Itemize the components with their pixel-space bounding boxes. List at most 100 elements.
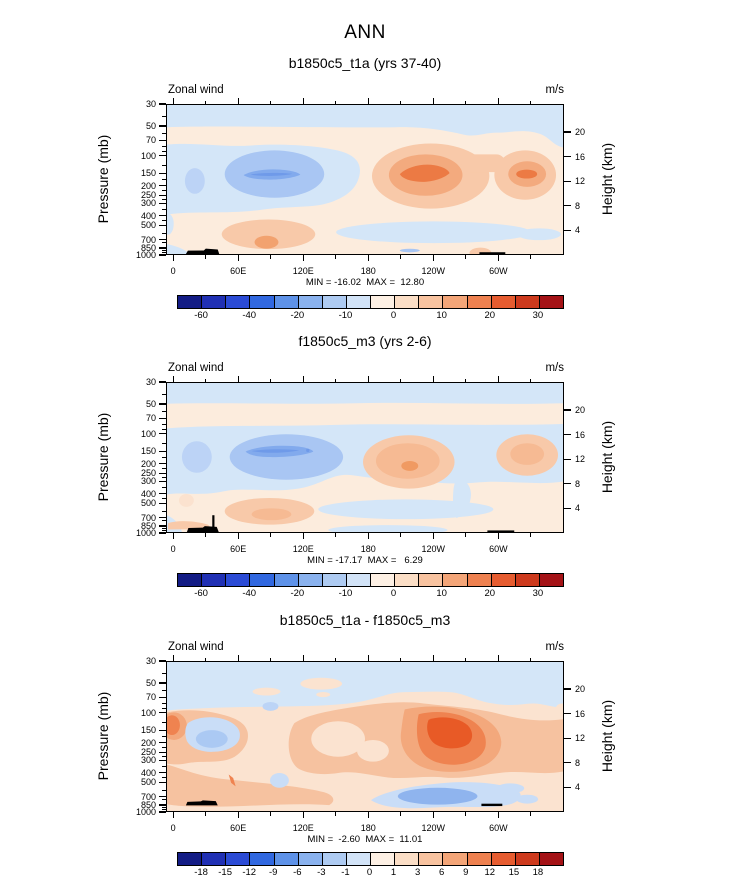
colorbar-box: [538, 853, 563, 865]
lon-tick: [432, 255, 434, 261]
pressure-tick: [159, 804, 166, 806]
lon-tick-label: 180: [360, 544, 376, 554]
colorbar-label: 10: [436, 588, 447, 599]
pressure-tick-label: 70: [145, 692, 156, 703]
pressure-tick: [159, 381, 166, 383]
colorbar-box: [249, 853, 274, 865]
topography: [212, 515, 215, 529]
colorbar-box: [225, 296, 250, 308]
colorbar-box: [490, 296, 515, 308]
pressure-minor-tick: [162, 721, 166, 723]
pressure-tick: [159, 742, 166, 744]
colorbar-box: [249, 296, 274, 308]
units-label: m/s: [545, 641, 564, 653]
pressure-minor-tick: [162, 530, 166, 532]
lon-tick: [172, 255, 174, 261]
colorbar-box: [370, 574, 395, 586]
pressure-tick: [159, 712, 166, 714]
pressure-minor-tick: [162, 209, 166, 211]
pressure-minor-tick: [162, 766, 166, 768]
pressure-axis-title: Pressure (mb): [95, 134, 111, 224]
lon-tick-top: [497, 98, 499, 104]
colorbar-label: -12: [242, 867, 257, 878]
upper-easterly-band: [167, 383, 563, 404]
pressure-tick: [159, 682, 166, 684]
colorbar-box: [178, 296, 202, 308]
height-tick: [564, 786, 571, 788]
colorbar-label: -10: [338, 588, 353, 599]
lon-tick-top: [432, 376, 434, 382]
lon-tick-top: [302, 376, 304, 382]
lon-minor-tick-top: [270, 378, 272, 382]
height-tick-label: 8: [575, 478, 581, 489]
pressure-minor-tick: [162, 145, 166, 147]
upper-easterly-band: [167, 105, 563, 148]
lon-tick-top: [237, 655, 239, 661]
colorbar-box: [538, 296, 563, 308]
pressure-tick-label: 500: [140, 498, 156, 509]
lon-minor-tick-top: [465, 657, 467, 661]
height-tick: [564, 131, 571, 133]
pressure-tick-label: 30: [145, 377, 156, 387]
lon-minor-tick-top: [465, 100, 467, 104]
pressure-tick-label: 300: [140, 198, 156, 209]
westerly-core: [401, 460, 419, 471]
height-tick-label: 4: [575, 782, 581, 793]
lon-tick-top: [432, 98, 434, 104]
pressure-tick: [159, 433, 166, 435]
height-axis-title: Height (km): [599, 420, 615, 494]
pressure-tick-label: 150: [140, 446, 156, 457]
lon-minor-tick: [400, 812, 402, 816]
lon-tick: [302, 255, 304, 261]
colorbar-label: -10: [338, 310, 353, 321]
topography: [479, 252, 506, 254]
height-tick: [564, 688, 571, 690]
lon-tick-label: 0: [170, 544, 176, 554]
colorbar-label: -1: [341, 867, 350, 878]
lon-minor-tick-top: [270, 657, 272, 661]
pressure-minor-tick: [162, 736, 166, 738]
pressure-tick: [159, 696, 166, 699]
easterly-cell: [229, 434, 344, 480]
pressure-minor-tick: [162, 423, 166, 425]
colorbar-box: [370, 296, 395, 308]
lon-tick: [302, 812, 304, 818]
lon-minor-tick: [465, 255, 467, 259]
height-tick: [564, 180, 571, 182]
pressure-tick: [159, 155, 166, 157]
plot-area: [166, 382, 564, 533]
lon-tick-label: 60E: [230, 544, 247, 554]
pressure-minor-tick: [162, 190, 166, 192]
pressure-tick: [159, 463, 166, 465]
panel-f1850c5-m3: f1850c5_m3 (yrs 2-6) Zonal wind m/s Pres…: [0, 278, 733, 599]
pressure-minor-tick: [162, 520, 166, 522]
colorbar-label: -6: [293, 867, 302, 878]
colorbar-label: -60: [194, 310, 208, 321]
colorbar-box: [345, 296, 370, 308]
pressure-tick: [159, 759, 166, 761]
minmax-stats: MIN = -2.60 MAX = 11.01: [307, 834, 423, 845]
height-tick: [564, 229, 571, 231]
colorbar-label: 30: [532, 588, 544, 599]
lon-tick: [432, 533, 434, 539]
field-label: Zonal wind: [168, 641, 224, 653]
pressure-minor-tick: [162, 442, 166, 444]
lon-minor-tick-top: [530, 378, 532, 382]
colorbar-box: [442, 296, 467, 308]
colorbar-box: [418, 853, 443, 865]
height-tick-label: 4: [575, 503, 581, 514]
colorbar-label: 0: [366, 867, 373, 878]
height-tick: [564, 433, 571, 436]
lon-minor-tick: [335, 533, 337, 537]
pressure-tick-label: 50: [145, 677, 156, 688]
pressure-tick-label: 500: [140, 777, 156, 788]
pressure-minor-tick: [162, 198, 166, 200]
topography: [186, 526, 219, 532]
lon-tick-label: 120E: [292, 823, 314, 833]
colorbar-label: 30: [532, 310, 544, 321]
pressure-tick-label: 850: [140, 800, 156, 810]
height-tick: [564, 507, 571, 509]
pressure-tick-label: 50: [145, 120, 156, 131]
pressure-tick-label: 500: [140, 220, 156, 231]
pressure-tick: [159, 771, 166, 774]
